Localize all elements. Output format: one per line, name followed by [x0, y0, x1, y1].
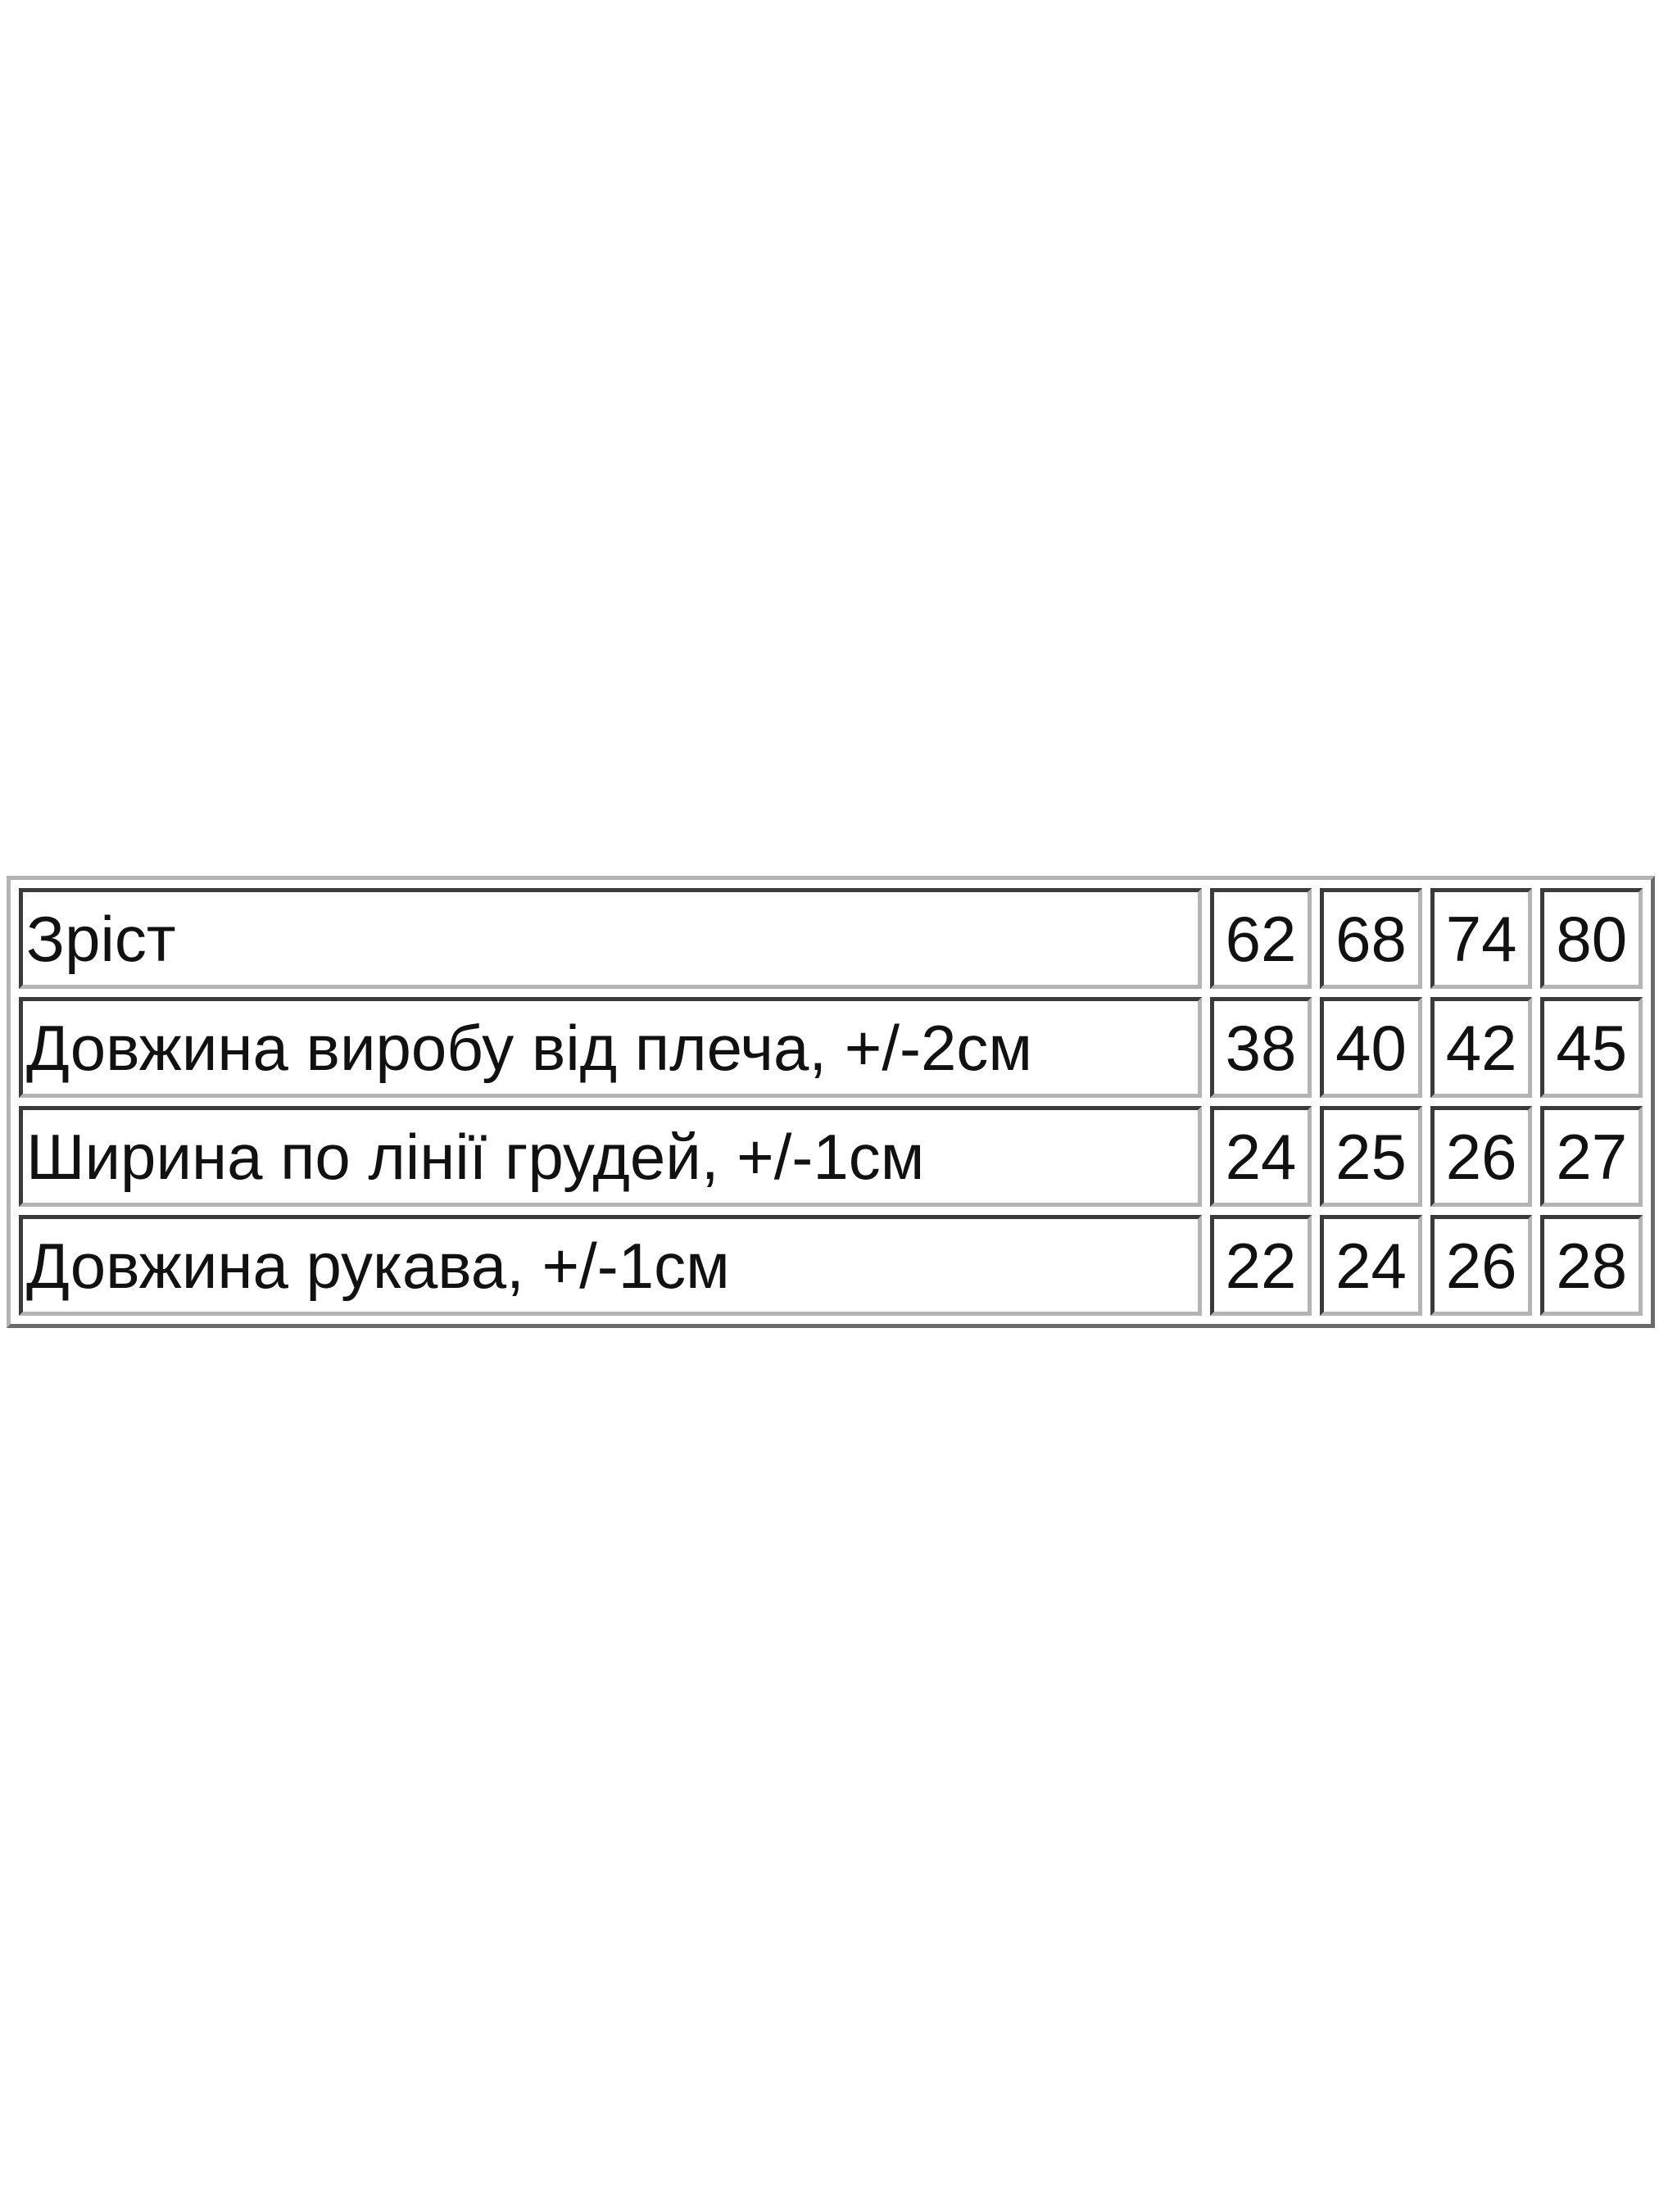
row-label: Ширина по лінії грудей, +/-1см	[19, 1106, 1202, 1207]
cell-value: 22	[1209, 1215, 1312, 1316]
table-row-sleeve-length: Довжина рукава, +/-1см 22 24 26 28	[19, 1215, 1643, 1316]
cell-value: 24	[1209, 1106, 1312, 1207]
cell-value: 24	[1320, 1215, 1422, 1316]
cell-value: 26	[1430, 1215, 1533, 1316]
cell-value: 62	[1209, 888, 1312, 989]
cell-value: 68	[1320, 888, 1422, 989]
cell-value: 27	[1540, 1106, 1643, 1207]
size-chart-table: Зріст 62 68 74 80 Довжина виробу від пле…	[7, 876, 1655, 1328]
cell-value: 74	[1430, 888, 1533, 989]
cell-value: 80	[1540, 888, 1643, 989]
cell-value: 25	[1320, 1106, 1422, 1207]
row-label: Довжина рукава, +/-1см	[19, 1215, 1202, 1316]
table-row-height: Зріст 62 68 74 80	[19, 888, 1643, 989]
cell-value: 42	[1430, 997, 1533, 1098]
cell-value: 40	[1320, 997, 1422, 1098]
table-row-length: Довжина виробу від плеча, +/-2см 38 40 4…	[19, 997, 1643, 1098]
table-row-chest-width: Ширина по лінії грудей, +/-1см 24 25 26 …	[19, 1106, 1643, 1207]
cell-value: 45	[1540, 997, 1643, 1098]
cell-value: 28	[1540, 1215, 1643, 1316]
row-label: Довжина виробу від плеча, +/-2см	[19, 997, 1202, 1098]
cell-value: 38	[1209, 997, 1312, 1098]
row-label: Зріст	[19, 888, 1202, 989]
cell-value: 26	[1430, 1106, 1533, 1207]
